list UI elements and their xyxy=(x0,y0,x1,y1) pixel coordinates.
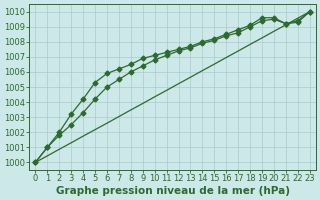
X-axis label: Graphe pression niveau de la mer (hPa): Graphe pression niveau de la mer (hPa) xyxy=(56,186,290,196)
